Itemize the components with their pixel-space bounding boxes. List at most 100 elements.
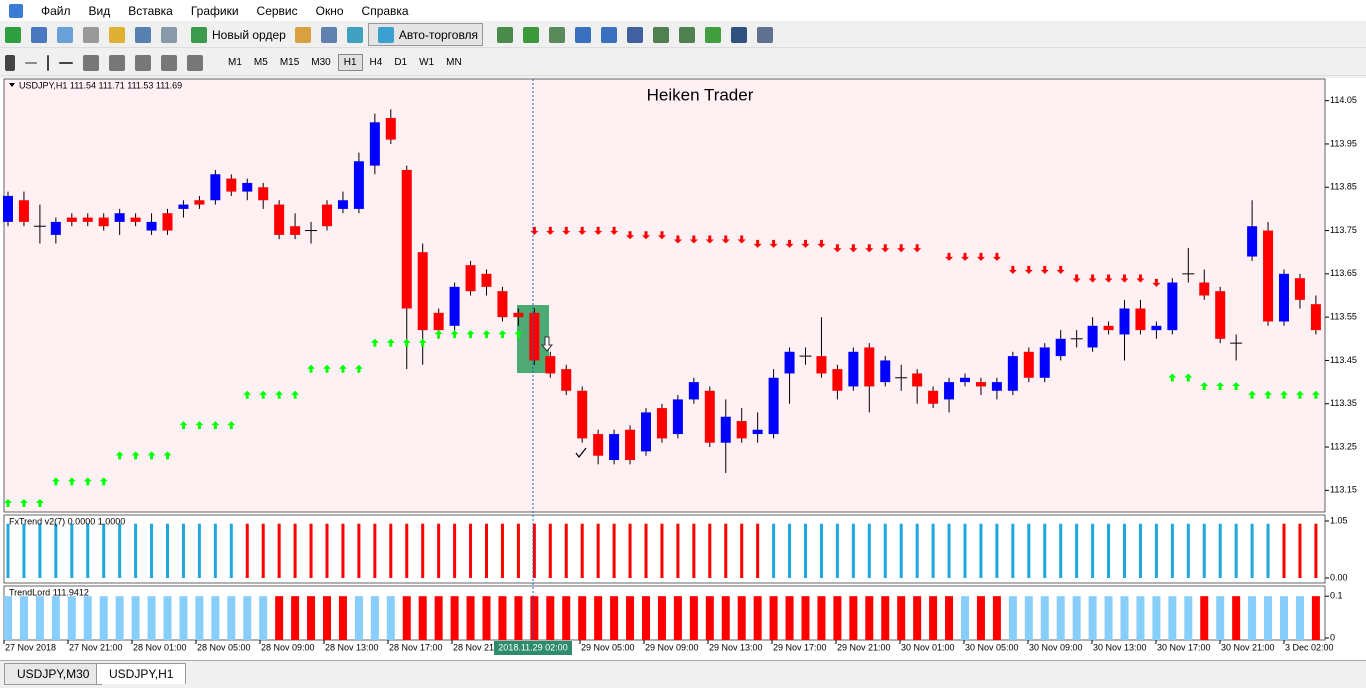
- signal-icon: [540, 336, 554, 352]
- up-arrow: [1168, 373, 1177, 382]
- auto-trading-button[interactable]: Авто-торговля: [367, 23, 484, 46]
- histogram-bar: [676, 523, 680, 578]
- chart-tab[interactable]: USDJPY,M30: [4, 663, 103, 685]
- histogram-bar: [804, 523, 807, 578]
- tool-icon[interactable]: [161, 26, 177, 43]
- tool-icon[interactable]: [679, 26, 696, 43]
- menu-item[interactable]: Вставка: [128, 3, 173, 18]
- tool-icon[interactable]: [523, 26, 540, 43]
- up-arrow: [211, 421, 220, 430]
- tool-icon[interactable]: [161, 54, 177, 71]
- tool-icon[interactable]: [497, 26, 514, 43]
- tool-icon[interactable]: [575, 26, 592, 43]
- up-arrow: [1216, 382, 1225, 391]
- histogram-bar: [819, 523, 823, 578]
- histogram-bar: [1008, 596, 1017, 640]
- histogram-bar: [275, 596, 284, 640]
- tool-icon[interactable]: [627, 26, 644, 43]
- tool-icon[interactable]: [47, 54, 49, 71]
- histogram-bar: [1154, 523, 1158, 578]
- menu-item[interactable]: Файл: [41, 3, 71, 18]
- up-arrow: [291, 390, 300, 399]
- x-tick-label: 30 Nov 13:00: [1093, 642, 1147, 652]
- tool-icon[interactable]: [294, 26, 311, 43]
- histogram-bar: [1120, 596, 1129, 640]
- tool-icon[interactable]: [57, 26, 73, 43]
- candle-body: [1007, 356, 1018, 391]
- menu-item[interactable]: Вид: [88, 3, 111, 18]
- tool-icon[interactable]: [25, 61, 37, 64]
- timeframe-button[interactable]: MN: [446, 57, 462, 68]
- crosshair-label: 2018.11.29 02:00: [498, 642, 567, 652]
- histogram-bar: [516, 523, 520, 578]
- tool-icon[interactable]: [109, 26, 125, 43]
- tool-icon[interactable]: [601, 26, 618, 43]
- tool-icon[interactable]: [705, 26, 722, 43]
- histogram-bar: [1200, 596, 1209, 640]
- candle-body: [928, 390, 939, 404]
- menu-item[interactable]: Окно: [315, 3, 344, 18]
- tool-icon[interactable]: [346, 26, 363, 43]
- timeframe-button[interactable]: M5: [253, 57, 268, 68]
- histogram-bar: [995, 523, 999, 578]
- timeframe-button[interactable]: H4: [369, 57, 383, 68]
- chart-tab[interactable]: USDJPY,H1: [96, 663, 187, 684]
- tool-icon[interactable]: [187, 54, 203, 71]
- histogram-bar: [99, 596, 108, 640]
- timeframe-button[interactable]: M15: [279, 57, 300, 68]
- tool-icon[interactable]: [135, 26, 151, 43]
- tool-icon[interactable]: [135, 54, 151, 71]
- candle-body: [1087, 325, 1098, 348]
- tool-icon[interactable]: [83, 26, 99, 43]
- timeframe-button[interactable]: W1: [419, 57, 435, 68]
- y-tick-label: 113.55: [1330, 312, 1357, 322]
- y-tick-label: 113.35: [1330, 398, 1357, 408]
- down-arrow: [626, 231, 635, 240]
- down-arrow: [1088, 274, 1097, 283]
- y-tick-label: 113.65: [1330, 268, 1357, 278]
- down-arrow: [1040, 265, 1049, 274]
- x-tick-label: 29 Nov 21:00: [837, 642, 891, 652]
- tool-icon[interactable]: [83, 54, 99, 71]
- candle-body: [577, 390, 588, 439]
- histogram-bar: [612, 523, 616, 578]
- histogram-bar: [163, 596, 172, 640]
- tool-icon[interactable]: [549, 26, 566, 43]
- histogram-bar: [756, 523, 760, 578]
- menu-item[interactable]: Графики: [190, 3, 239, 18]
- histogram-bar: [788, 523, 792, 578]
- tool-icon[interactable]: [757, 26, 774, 43]
- tool-icon[interactable]: [320, 26, 337, 43]
- y-tick-label: 113.25: [1330, 441, 1357, 451]
- candle-body: [609, 434, 620, 461]
- histogram-bar: [1216, 596, 1225, 640]
- up-arrow: [67, 477, 76, 486]
- candle-body: [401, 169, 412, 309]
- chart-title: Heiken Trader: [647, 85, 754, 104]
- candle-body: [736, 421, 747, 439]
- up-arrow: [323, 364, 331, 373]
- tool-icon[interactable]: [5, 26, 21, 43]
- tool-icon[interactable]: [731, 26, 748, 43]
- histogram-bar: [437, 523, 441, 578]
- tool-icon[interactable]: [31, 26, 47, 43]
- tool-icon[interactable]: [5, 54, 15, 71]
- new-order-button[interactable]: Новый ордер: [182, 24, 290, 45]
- tool-icon[interactable]: [653, 26, 670, 43]
- timeframe-button[interactable]: M1: [228, 57, 242, 68]
- histogram-bar: [1138, 523, 1142, 578]
- histogram-bar: [514, 596, 523, 640]
- timeframe-button[interactable]: D1: [394, 57, 408, 68]
- candle-body: [1294, 278, 1305, 300]
- timeframe-button[interactable]: M30: [311, 57, 331, 68]
- tool-icon[interactable]: [109, 54, 125, 71]
- menu-item[interactable]: Справка: [361, 3, 409, 18]
- histogram-bar: [179, 596, 188, 640]
- down-arrow: [737, 235, 746, 244]
- candle-body: [864, 347, 875, 387]
- timeframe-button[interactable]: H1: [337, 54, 363, 71]
- tool-icon[interactable]: [59, 61, 73, 64]
- menu-item[interactable]: Сервис: [256, 3, 298, 18]
- x-tick-label: 30 Nov 01:00: [901, 642, 955, 652]
- histogram-bar: [883, 523, 887, 578]
